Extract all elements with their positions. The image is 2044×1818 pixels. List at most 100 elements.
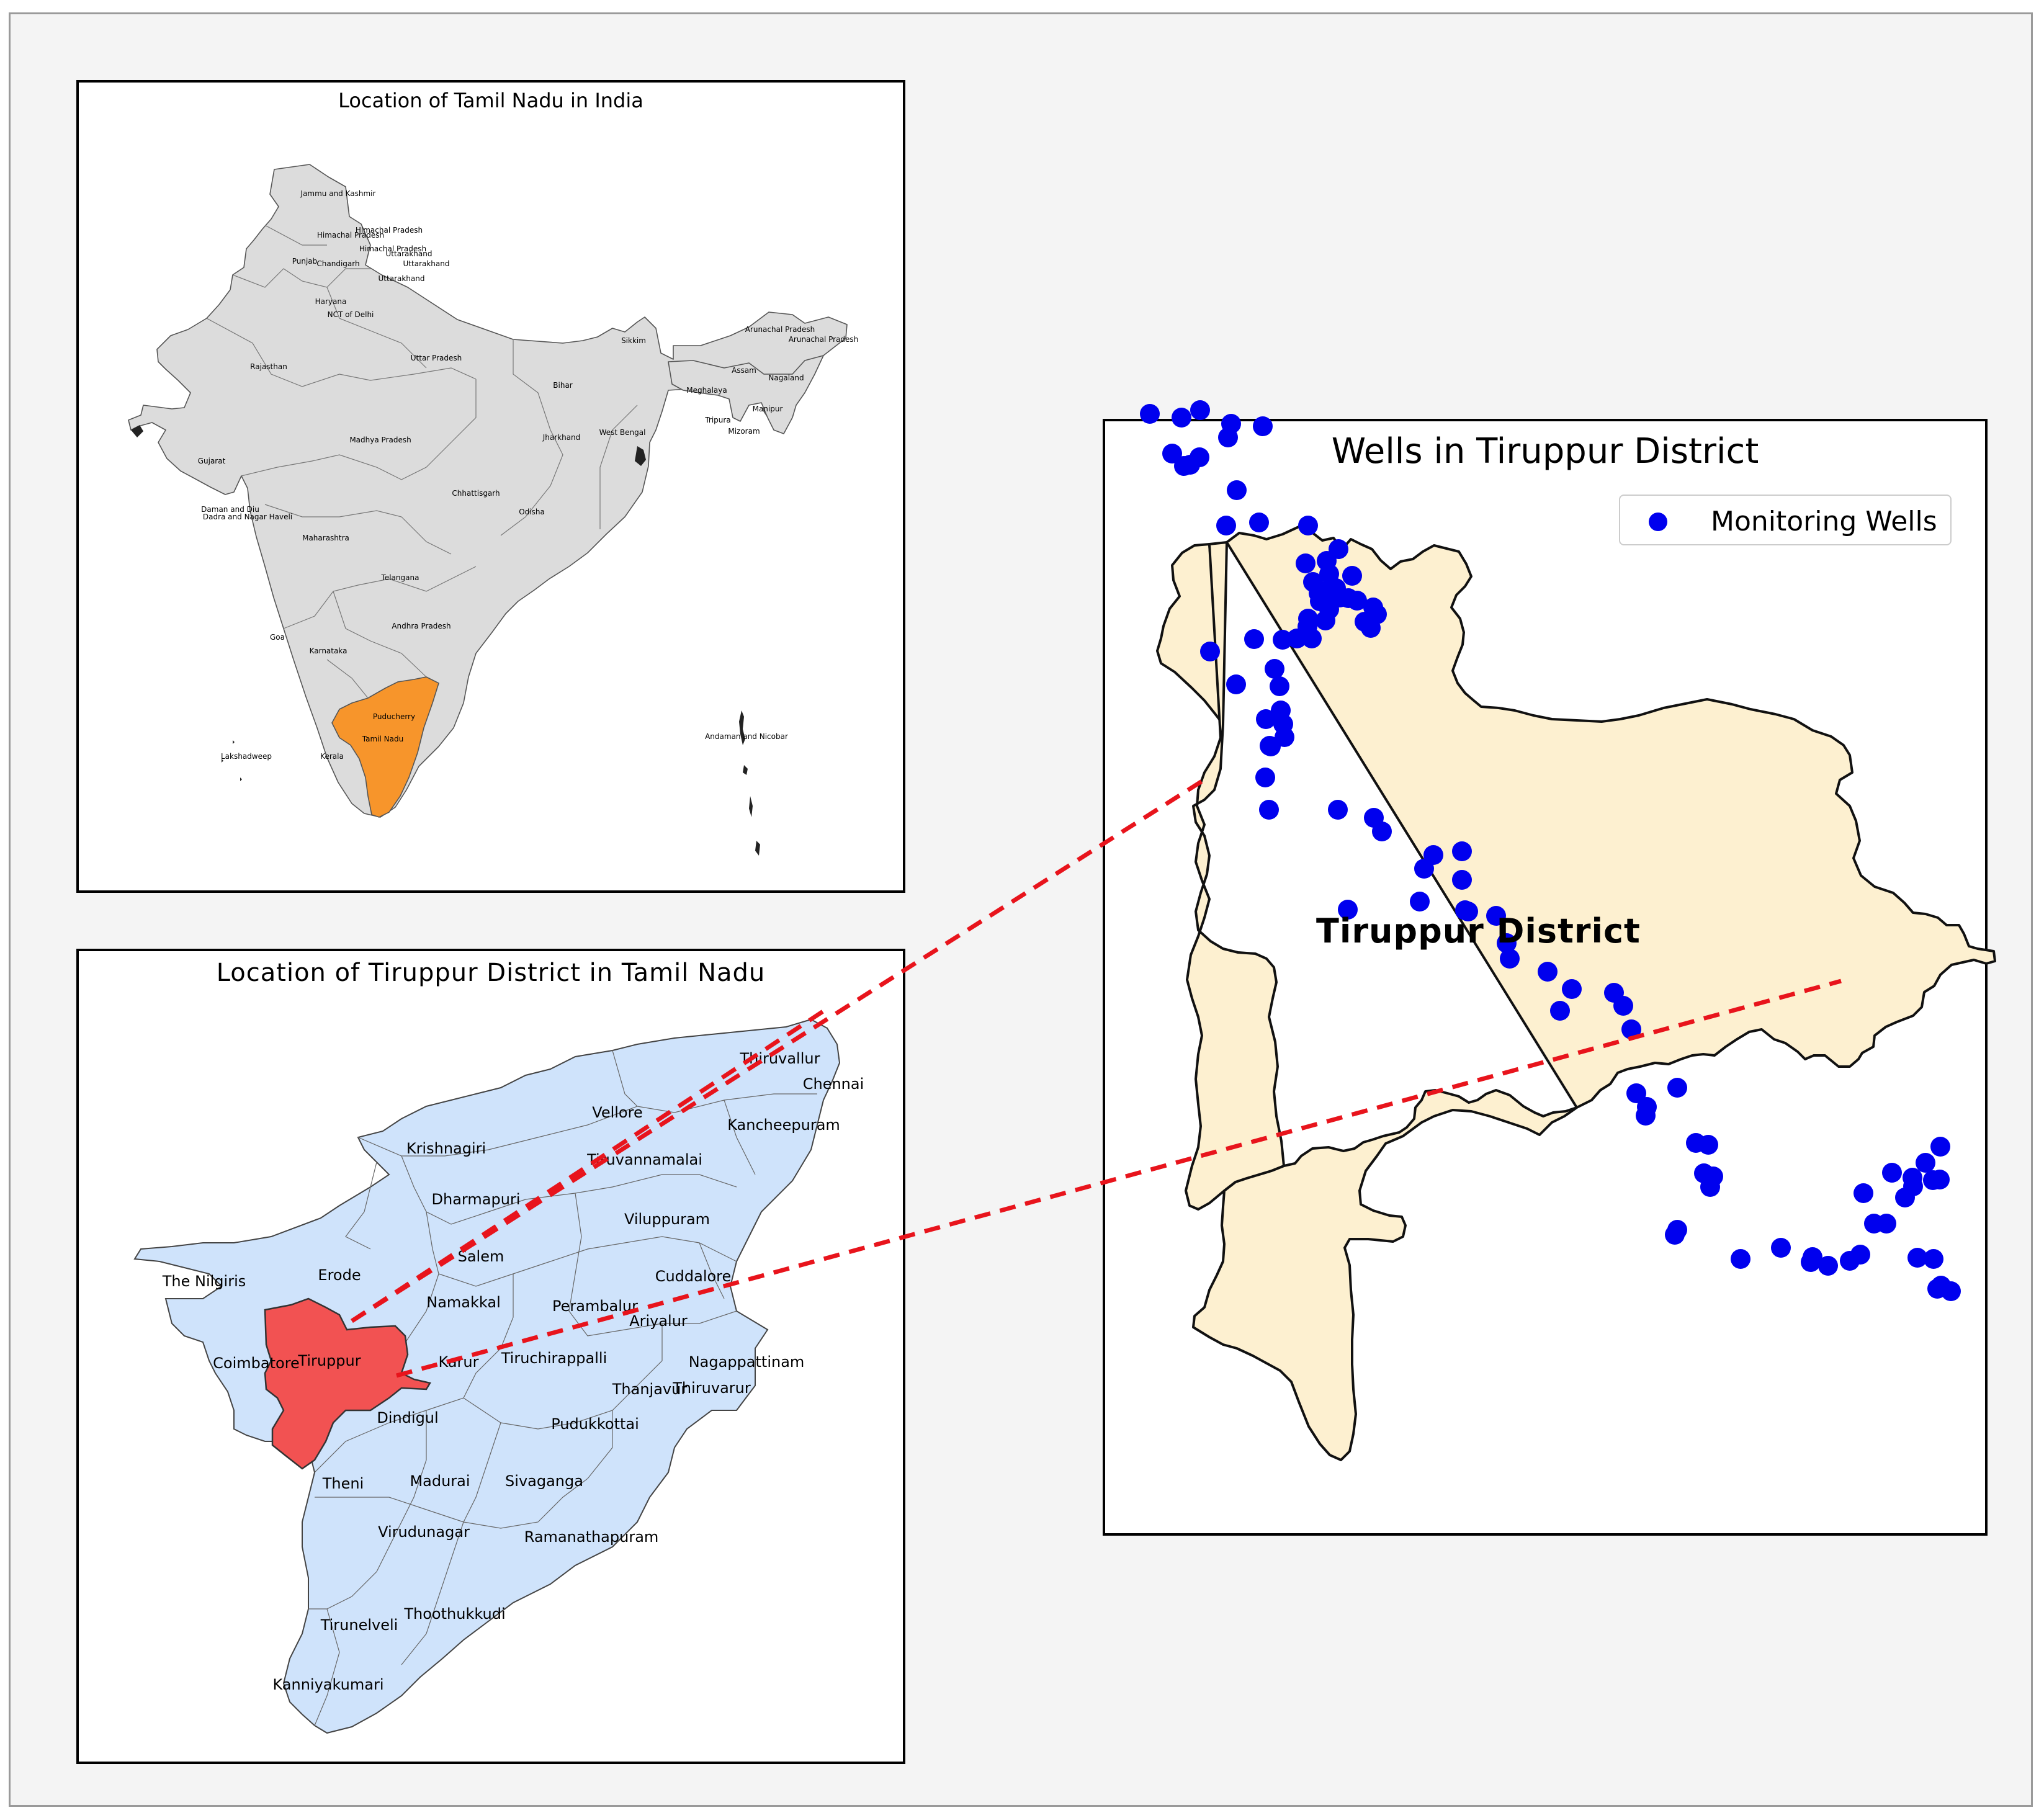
state-label: Nagaland bbox=[768, 374, 804, 382]
district-label: Tiruvannamalai bbox=[586, 1151, 702, 1168]
well-marker bbox=[1200, 642, 1220, 661]
india-state-labels: Jammu and Kashmir Himachal Pradesh Himac… bbox=[198, 189, 859, 761]
well-marker bbox=[1410, 892, 1430, 911]
well-marker bbox=[1218, 428, 1238, 447]
well-marker bbox=[1731, 1249, 1750, 1269]
district-label: Namakkal bbox=[426, 1294, 501, 1311]
state-label: Meghalaya bbox=[686, 386, 727, 395]
district-label: Kanniyakumari bbox=[272, 1676, 383, 1693]
state-label: Himachal Pradesh bbox=[359, 244, 426, 253]
well-marker bbox=[1372, 822, 1392, 841]
well-marker bbox=[1500, 949, 1520, 969]
well-marker bbox=[1361, 618, 1381, 638]
state-label: Jammu and Kashmir bbox=[300, 189, 376, 198]
well-marker bbox=[1328, 800, 1348, 820]
state-label: Mizoram bbox=[728, 427, 760, 436]
well-marker bbox=[1414, 859, 1434, 879]
state-label: Manipur bbox=[753, 405, 783, 413]
tamil-nadu-map-panel: Location of Tiruppur District in Tamil N… bbox=[76, 949, 905, 1764]
well-marker bbox=[1562, 979, 1582, 999]
district-label: Tiruppur bbox=[297, 1352, 361, 1369]
state-label: Gujarat bbox=[198, 457, 226, 465]
well-marker bbox=[1256, 709, 1276, 729]
state-label: Sikkim bbox=[621, 336, 646, 345]
state-label: Uttarakhand bbox=[403, 259, 450, 268]
state-label: Arunachal Pradesh bbox=[745, 325, 815, 334]
well-marker bbox=[1700, 1177, 1720, 1197]
state-label: Assam bbox=[732, 366, 756, 375]
legend: Monitoring Wells bbox=[1619, 495, 1952, 545]
well-marker bbox=[1190, 447, 1209, 467]
well-marker bbox=[1452, 870, 1472, 890]
well-marker bbox=[1698, 1135, 1718, 1155]
well-marker bbox=[1253, 416, 1273, 436]
district-label: Thiruvallur bbox=[740, 1050, 820, 1067]
district-label: Nagappattinam bbox=[689, 1353, 805, 1371]
district-label: Virudunagar bbox=[378, 1523, 470, 1541]
district-label: Madurai bbox=[410, 1472, 470, 1490]
well-marker bbox=[1316, 611, 1335, 630]
state-label: Uttar Pradesh bbox=[411, 354, 462, 362]
tiruppur-district-highlight bbox=[264, 1297, 431, 1470]
district-label: Perambalur bbox=[552, 1297, 638, 1315]
district-label: The Nilgiris bbox=[162, 1273, 246, 1290]
well-marker bbox=[1636, 1106, 1656, 1126]
well-marker bbox=[1226, 674, 1246, 694]
well-marker bbox=[1273, 714, 1293, 734]
state-boundaries bbox=[206, 225, 638, 699]
well-marker bbox=[1931, 1276, 1951, 1296]
well-marker bbox=[1771, 1238, 1791, 1258]
state-label: Bihar bbox=[553, 381, 573, 390]
district-label: Pudukkottai bbox=[551, 1415, 639, 1433]
district-label: Karur bbox=[439, 1353, 479, 1371]
district-label: Ariyalur bbox=[629, 1312, 688, 1330]
well-marker bbox=[1903, 1176, 1923, 1196]
state-label: Odisha bbox=[519, 508, 545, 516]
well-marker bbox=[1613, 996, 1633, 1016]
state-label: Uttarakhand bbox=[379, 274, 425, 283]
well-marker bbox=[1317, 551, 1337, 571]
well-marker bbox=[1273, 630, 1293, 650]
legend-label: Monitoring Wells bbox=[1711, 506, 1937, 537]
state-label: Goa bbox=[270, 633, 285, 642]
state-label: Chhattisgarh bbox=[452, 489, 500, 498]
well-marker bbox=[1497, 933, 1517, 953]
district-label: Theni bbox=[322, 1475, 364, 1492]
andaman-islands bbox=[739, 710, 760, 856]
well-marker bbox=[1244, 629, 1264, 649]
district-label: Chennai bbox=[803, 1075, 864, 1093]
district-label: Dindigul bbox=[377, 1409, 438, 1426]
state-label: West Bengal bbox=[599, 428, 646, 437]
district-label: Thiruvarur bbox=[672, 1379, 751, 1397]
state-label: Rajasthan bbox=[250, 362, 287, 371]
well-marker bbox=[1298, 516, 1318, 535]
india-mainland bbox=[128, 164, 848, 818]
well-marker bbox=[1227, 480, 1247, 500]
well-marker bbox=[1667, 1078, 1687, 1098]
well-marker bbox=[1907, 1248, 1927, 1268]
state-label: Puducherry bbox=[373, 712, 415, 721]
state-label: Andaman and Nicobar bbox=[705, 732, 788, 741]
state-label: Kerala bbox=[320, 752, 344, 761]
wells-map-title: Wells in Tiruppur District bbox=[1331, 431, 1759, 472]
state-label: Arunachal Pradesh bbox=[789, 335, 859, 344]
well-marker bbox=[1265, 659, 1284, 679]
well-marker bbox=[1930, 1137, 1950, 1157]
state-label: Tripura bbox=[704, 416, 730, 424]
state-label: Chandigarh bbox=[316, 259, 359, 268]
state-label: Andhra Pradesh bbox=[392, 622, 450, 630]
well-marker bbox=[1216, 516, 1236, 535]
well-marker bbox=[1342, 566, 1362, 586]
state-label: Uttarakhand bbox=[386, 249, 433, 258]
well-marker bbox=[1338, 900, 1358, 920]
state-label: Maharashtra bbox=[302, 534, 349, 542]
sundarbans-coast bbox=[635, 446, 646, 466]
state-label: Tamil Nadu bbox=[362, 735, 403, 743]
well-marker bbox=[1296, 553, 1316, 573]
state-label: Daman and Diu bbox=[201, 505, 259, 514]
well-marker bbox=[1665, 1225, 1685, 1245]
well-marker bbox=[1853, 1183, 1873, 1203]
district-label: Tiruchirappalli bbox=[501, 1350, 607, 1367]
well-marker bbox=[1486, 906, 1506, 926]
well-marker bbox=[1172, 408, 1191, 428]
